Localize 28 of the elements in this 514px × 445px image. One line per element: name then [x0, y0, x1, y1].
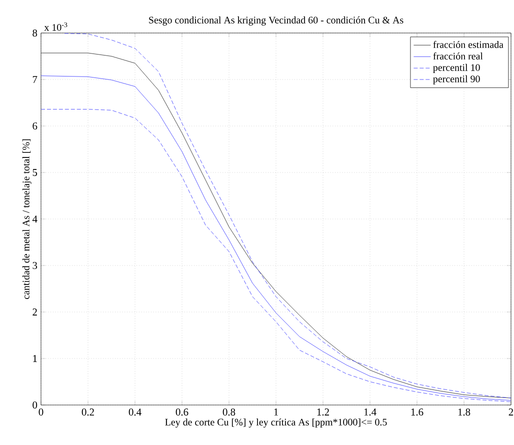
x-tick-label: 1 [274, 408, 278, 416]
y-axis-title: cantidad de metal As / tonelaje total [%] [22, 139, 32, 299]
x-tick-label: 1.2 [317, 408, 329, 416]
y-tick-label: 4 [32, 216, 38, 222]
x-tick-label: 1.4 [364, 408, 376, 416]
y-tick-label: 1 [33, 355, 37, 362]
legend-label: fracción real [433, 52, 483, 60]
x-tick-label: 0.6 [176, 408, 188, 416]
y-tick-label: 2 [32, 308, 37, 316]
chart-title: Sesgo condicional As kriging Vecindad 60 - condición Cu & As [149, 16, 404, 26]
y-tick-label: 0 [32, 401, 38, 409]
text: x 10$^{-3}$ [44, 22, 68, 31]
y-tick-label: 8 [32, 29, 38, 37]
legend-label: fracción estimada [433, 40, 504, 48]
y-tick-label: 7 [32, 76, 38, 83]
y-tick-label: 5 [32, 169, 38, 176]
legend-label: percentil 10 [433, 64, 480, 73]
x-tick-label: 2 [508, 408, 514, 416]
x-tick-label: 1.8 [458, 408, 470, 416]
x-tick-label: 0 [38, 408, 44, 416]
x-tick-label: 0.4 [128, 408, 142, 416]
x-tick-label: 0.8 [222, 408, 236, 416]
y-tick-label: 3 [32, 262, 38, 270]
legend-label: percentil 90 [433, 75, 480, 84]
x-tick-label: 0.2 [82, 408, 94, 416]
x-axis-title: Ley de corte Cu [%] y ley crítica As [ppm*1000]<= 0.5 [165, 418, 387, 428]
y-tick-label: 6 [32, 122, 38, 130]
x-tick-label: 1.6 [411, 408, 424, 416]
